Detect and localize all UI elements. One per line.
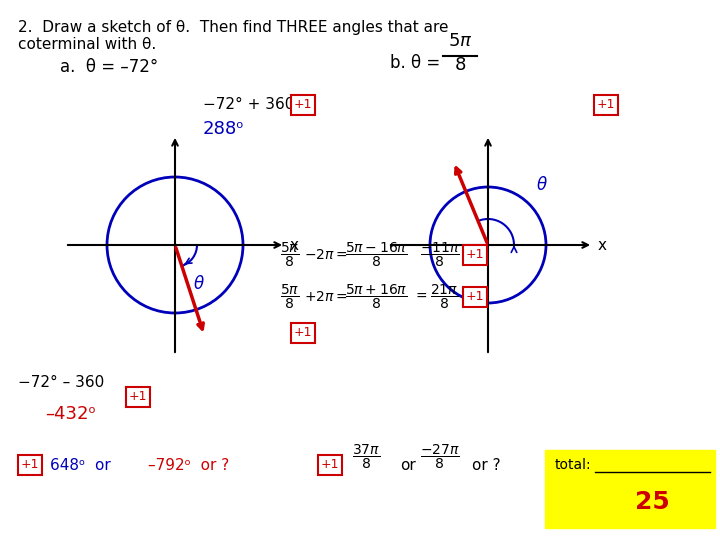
Text: b. θ =: b. θ = bbox=[390, 54, 446, 72]
Text: 25: 25 bbox=[634, 490, 670, 514]
Text: coterminal with θ.: coterminal with θ. bbox=[18, 37, 156, 52]
Text: –792ᵒ  or ?: –792ᵒ or ? bbox=[148, 457, 229, 472]
Text: x: x bbox=[290, 238, 299, 253]
Text: or: or bbox=[400, 457, 415, 472]
Text: $8$: $8$ bbox=[454, 56, 466, 74]
Text: 288ᵒ: 288ᵒ bbox=[203, 120, 245, 138]
Text: a.  θ = –72°: a. θ = –72° bbox=[60, 58, 158, 76]
Text: $- 2\pi =$: $- 2\pi =$ bbox=[304, 248, 348, 262]
Text: $\dfrac{37\pi}{8}$: $\dfrac{37\pi}{8}$ bbox=[352, 443, 380, 471]
Text: $5\pi$: $5\pi$ bbox=[448, 32, 472, 50]
Text: −72° – 360: −72° – 360 bbox=[18, 375, 104, 390]
Text: +1: +1 bbox=[597, 98, 616, 111]
Text: +1: +1 bbox=[320, 458, 339, 471]
Text: +1: +1 bbox=[466, 248, 485, 261]
Text: $\dfrac{5\pi + 16\pi}{8}$: $\dfrac{5\pi + 16\pi}{8}$ bbox=[345, 283, 408, 311]
Text: $\theta$: $\theta$ bbox=[193, 275, 205, 293]
Text: +1: +1 bbox=[294, 98, 312, 111]
Bar bbox=[545, 450, 715, 528]
Text: total:: total: bbox=[555, 458, 592, 472]
Text: or ?: or ? bbox=[472, 457, 500, 472]
Text: x: x bbox=[598, 238, 607, 253]
Text: $\theta$: $\theta$ bbox=[536, 176, 548, 194]
Text: $= \dfrac{21\pi}{8}$: $= \dfrac{21\pi}{8}$ bbox=[413, 283, 458, 311]
Text: $\dfrac{5\pi}{8}$: $\dfrac{5\pi}{8}$ bbox=[280, 241, 300, 269]
Text: $\dfrac{5\pi - 16\pi}{8}$: $\dfrac{5\pi - 16\pi}{8}$ bbox=[345, 241, 408, 269]
Text: +1: +1 bbox=[294, 327, 312, 340]
Text: +1: +1 bbox=[21, 458, 40, 471]
Text: 648ᵒ  or: 648ᵒ or bbox=[50, 457, 111, 472]
Text: $\dfrac{-11\pi}{8}$: $\dfrac{-11\pi}{8}$ bbox=[420, 241, 460, 269]
Text: −72° + 360: −72° + 360 bbox=[203, 97, 294, 112]
Text: +1: +1 bbox=[466, 291, 485, 303]
Text: $+ 2\pi =$: $+ 2\pi =$ bbox=[304, 290, 348, 304]
Text: $\dfrac{5\pi}{8}$: $\dfrac{5\pi}{8}$ bbox=[280, 283, 300, 311]
Text: +1: +1 bbox=[129, 390, 148, 403]
Text: –432ᵒ: –432ᵒ bbox=[45, 405, 96, 423]
Text: $\dfrac{-27\pi}{8}$: $\dfrac{-27\pi}{8}$ bbox=[420, 443, 460, 471]
Text: 2.  Draw a sketch of θ.  Then find THREE angles that are: 2. Draw a sketch of θ. Then find THREE a… bbox=[18, 20, 449, 35]
